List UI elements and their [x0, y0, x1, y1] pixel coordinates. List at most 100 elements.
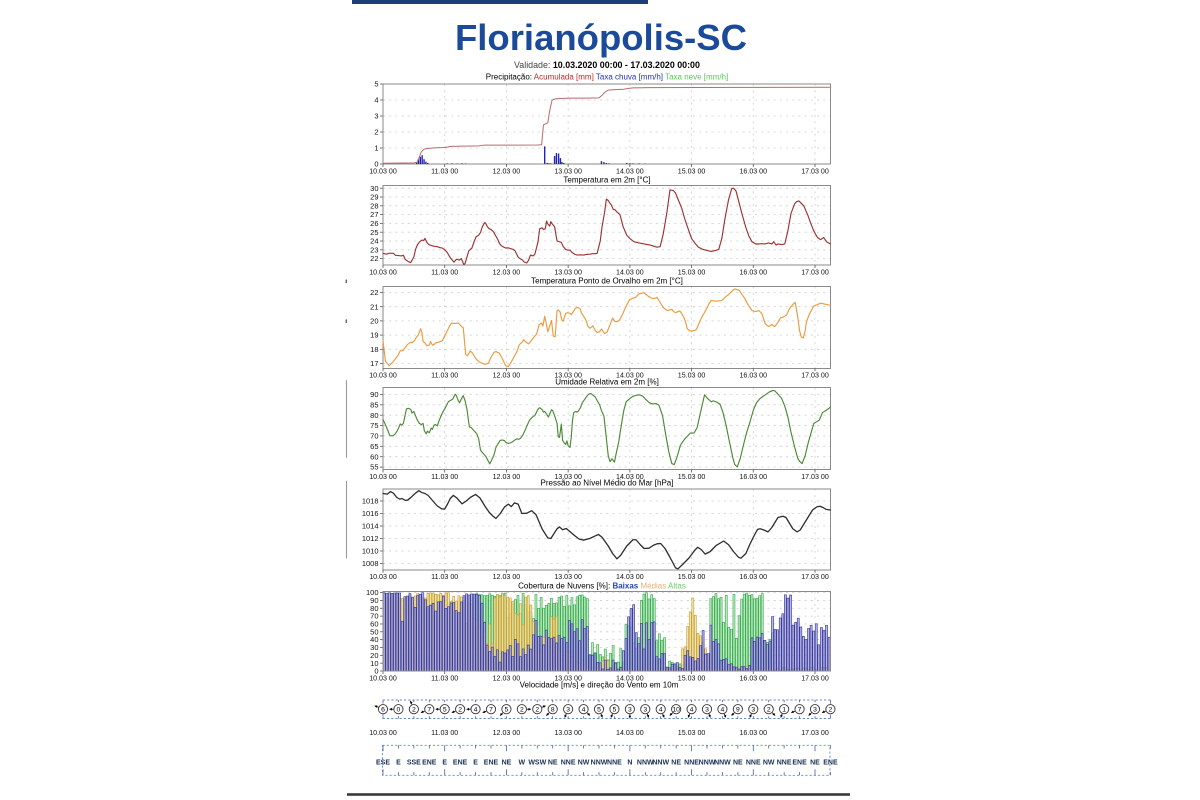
svg-text:17: 17: [370, 359, 378, 368]
svg-text:Umidade Relativa em 2m [%]: Umidade Relativa em 2m [%]: [555, 378, 659, 387]
svg-text:Velocidade [m/s] e direção do: Velocidade [m/s] e direção do Vento em 1…: [520, 681, 679, 690]
svg-text:13.03 00: 13.03 00: [554, 573, 582, 581]
svg-text:80: 80: [370, 604, 378, 613]
svg-text:16.03 00: 16.03 00: [739, 473, 767, 481]
svg-text:5: 5: [443, 707, 447, 714]
svg-text:4: 4: [721, 707, 725, 714]
svg-text:7: 7: [427, 707, 431, 714]
svg-text:9: 9: [736, 707, 740, 714]
svg-text:NNE: NNE: [746, 760, 761, 767]
svg-text:60: 60: [370, 452, 378, 461]
svg-text:17.03 00: 17.03 00: [801, 269, 829, 277]
svg-text:70: 70: [370, 612, 378, 621]
svg-text:11.03 00: 11.03 00: [431, 269, 458, 277]
svg-text:29: 29: [370, 193, 378, 202]
svg-text:12.03 00: 12.03 00: [493, 473, 521, 481]
svg-text:11.03 00: 11.03 00: [431, 729, 458, 737]
svg-text:3: 3: [643, 707, 647, 714]
svg-text:13.03 00: 13.03 00: [554, 675, 582, 683]
svg-text:NNW: NNW: [637, 760, 654, 767]
svg-text:Florianópolis-SC: Florianópolis-SC: [455, 17, 747, 58]
svg-text:2: 2: [520, 707, 524, 714]
svg-text:2: 2: [829, 707, 833, 714]
svg-text:Cobertura de Nuvens [%]: Baixa: Cobertura de Nuvens [%]: Baixas Médias A…: [518, 582, 686, 591]
svg-text:1010: 1010: [362, 547, 379, 556]
svg-text:15.03 00: 15.03 00: [678, 372, 706, 380]
svg-text:2: 2: [767, 707, 771, 714]
svg-text:10: 10: [672, 707, 680, 714]
svg-text:NNW: NNW: [714, 760, 731, 767]
svg-text:2: 2: [458, 707, 462, 714]
svg-text:23: 23: [370, 245, 378, 254]
svg-text:ESE: ESE: [376, 760, 390, 767]
svg-text:13.03 00: 13.03 00: [554, 473, 582, 481]
svg-text:12.03 00: 12.03 00: [493, 675, 521, 683]
svg-text:E: E: [396, 760, 401, 767]
svg-text:14.03 00: 14.03 00: [616, 372, 644, 380]
svg-text:75: 75: [370, 421, 378, 430]
svg-text:10.03 00: 10.03 00: [369, 573, 397, 581]
svg-text:15.03 00: 15.03 00: [678, 473, 706, 481]
svg-text:Pressão ao Nível Médio do Mar: Pressão ao Nível Médio do Mar [hPa]: [541, 479, 674, 488]
svg-text:85: 85: [370, 400, 378, 409]
svg-text:10.03 00: 10.03 00: [369, 269, 397, 277]
svg-text:3: 3: [566, 707, 570, 714]
svg-text:17.03 00: 17.03 00: [801, 729, 829, 737]
svg-text:17.03 00: 17.03 00: [801, 573, 829, 581]
svg-text:16.03 00: 16.03 00: [739, 573, 767, 581]
svg-text:17.03 00: 17.03 00: [801, 675, 829, 683]
svg-text:50: 50: [370, 627, 378, 636]
svg-text:ENE: ENE: [484, 760, 499, 767]
svg-text:Temperatura Ponto de Orvalho e: Temperatura Ponto de Orvalho em 2m [°C]: [531, 277, 683, 286]
svg-text:W: W: [519, 760, 526, 767]
svg-text:17.03 00: 17.03 00: [801, 372, 829, 380]
svg-text:12.03 00: 12.03 00: [493, 168, 521, 176]
svg-text:Temperatura em 2m [°C]: Temperatura em 2m [°C]: [563, 176, 650, 185]
svg-text:NE: NE: [502, 760, 512, 767]
svg-text:11.03 00: 11.03 00: [431, 473, 458, 481]
svg-text:25: 25: [370, 228, 378, 237]
svg-text:3: 3: [751, 707, 755, 714]
svg-text:90: 90: [370, 390, 378, 399]
svg-text:1012: 1012: [362, 534, 379, 543]
svg-text:60: 60: [370, 620, 378, 629]
svg-text:13.03 00: 13.03 00: [554, 372, 582, 380]
svg-text:4: 4: [690, 707, 694, 714]
svg-text:1: 1: [782, 707, 786, 714]
svg-text:22: 22: [370, 254, 378, 263]
svg-text:10.03 00: 10.03 00: [369, 372, 397, 380]
svg-text:3: 3: [813, 707, 817, 714]
svg-text:70: 70: [370, 432, 378, 441]
svg-text:6: 6: [381, 707, 385, 714]
svg-text:NNE: NNE: [777, 760, 792, 767]
svg-text:27: 27: [370, 210, 378, 219]
svg-text:22: 22: [370, 288, 378, 297]
svg-text:NE: NE: [810, 760, 820, 767]
svg-text:17.03 00: 17.03 00: [801, 168, 829, 176]
svg-text:40: 40: [370, 635, 378, 644]
svg-text:15.03 00: 15.03 00: [678, 573, 706, 581]
svg-text:Validade: 10.03.2020 00:00 - 1: Validade: 10.03.2020 00:00 - 17.03.2020 …: [514, 60, 700, 70]
svg-text:14.03 00: 14.03 00: [616, 269, 644, 277]
svg-text:14.03 00: 14.03 00: [616, 573, 644, 581]
svg-text:NNE: NNE: [607, 760, 622, 767]
svg-text:NW: NW: [578, 760, 590, 767]
svg-text:20: 20: [370, 651, 378, 660]
svg-text:SSE: SSE: [407, 760, 421, 767]
svg-text:3: 3: [374, 112, 378, 121]
svg-text:NE: NE: [733, 760, 743, 767]
svg-text:30: 30: [370, 184, 378, 193]
svg-text:ENE: ENE: [792, 760, 807, 767]
svg-text:55: 55: [370, 463, 378, 472]
svg-text:1016: 1016: [362, 509, 379, 518]
svg-text:5: 5: [613, 707, 617, 714]
svg-text:5: 5: [597, 707, 601, 714]
svg-text:0: 0: [374, 160, 378, 169]
svg-text:80: 80: [370, 411, 378, 420]
svg-text:30: 30: [370, 643, 378, 652]
svg-text:4: 4: [582, 707, 586, 714]
svg-text:12.03 00: 12.03 00: [493, 372, 521, 380]
svg-text:WSW: WSW: [528, 760, 546, 767]
svg-text:24: 24: [370, 237, 378, 246]
svg-text:15.03 00: 15.03 00: [678, 729, 706, 737]
